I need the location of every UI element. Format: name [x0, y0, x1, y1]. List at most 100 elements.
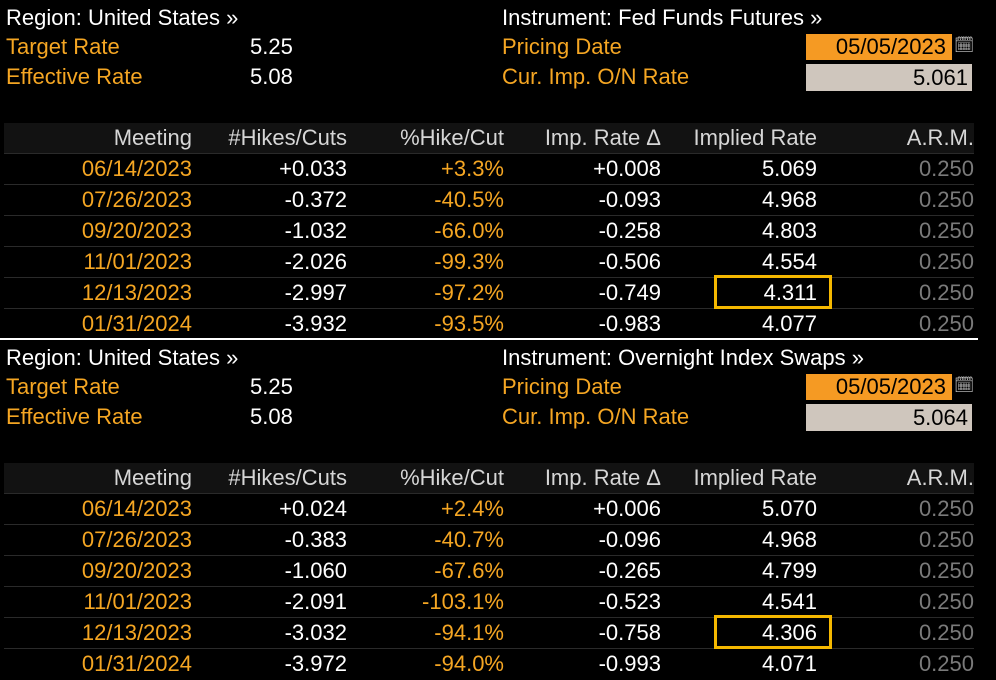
pct-hike-cut-value: -94.0%	[347, 648, 504, 679]
effective-rate-label: Effective Rate	[6, 404, 143, 429]
col-header-pct-hike-cut[interactable]: %Hike/Cut	[347, 463, 504, 494]
pricing-date-field[interactable]: 05/05/2023	[806, 34, 952, 60]
meeting-date: 09/20/2023	[4, 215, 192, 247]
meeting-date: 12/13/2023	[4, 617, 192, 649]
imp-rate-delta-value: -0.506	[504, 246, 661, 278]
hikes-cuts-value: -2.026	[192, 246, 347, 278]
cur-imp-rate-field[interactable]: 5.064	[806, 404, 972, 431]
hikes-cuts-value: +0.024	[192, 493, 347, 525]
arm-value: 0.250	[817, 648, 974, 679]
meeting-date: 11/01/2023	[4, 586, 192, 618]
table-header-row: Meeting #Hikes/Cuts %Hike/Cut Imp. Rate …	[4, 463, 974, 494]
table-row[interactable]: 12/13/2023 -3.032 -94.1% -0.758 4.306 0.…	[4, 615, 974, 649]
table-row[interactable]: 09/20/2023 -1.032 -66.0% -0.258 4.803 0.…	[4, 215, 974, 247]
effective-rate-label: Effective Rate	[6, 64, 143, 89]
implied-rate-value: 4.803	[661, 215, 817, 247]
meeting-date: 07/26/2023	[4, 524, 192, 556]
hikes-cuts-value: -2.091	[192, 586, 347, 618]
target-rate-value: 5.25	[250, 374, 293, 399]
col-header-arm[interactable]: A.R.M.	[817, 463, 974, 494]
region-selector[interactable]: Region: United States »	[6, 5, 239, 30]
table-row[interactable]: 06/14/2023 +0.024 +2.4% +0.006 5.070 0.2…	[4, 493, 974, 525]
meeting-date: 01/31/2024	[4, 308, 192, 339]
meeting-date: 06/14/2023	[4, 493, 192, 525]
target-rate-value: 5.25	[250, 34, 293, 59]
arm-value: 0.250	[817, 617, 974, 649]
col-header-pct-hike-cut[interactable]: %Hike/Cut	[347, 123, 504, 154]
implied-rate-value: 4.554	[661, 246, 817, 278]
table-row[interactable]: 12/13/2023 -2.997 -97.2% -0.749 4.311 0.…	[4, 275, 974, 309]
implied-rate-text: 4.311	[763, 280, 817, 305]
implied-rate-value: 4.968	[661, 184, 817, 216]
effective-rate-value: 5.08	[250, 404, 293, 429]
panel-divider	[0, 338, 978, 341]
table-row[interactable]: 09/20/2023 -1.060 -67.6% -0.265 4.799 0.…	[4, 555, 974, 587]
implied-rate-value: 5.070	[661, 493, 817, 525]
col-header-meeting[interactable]: Meeting	[4, 463, 192, 494]
imp-rate-delta-value: -0.093	[504, 184, 661, 216]
table-row[interactable]: 11/01/2023 -2.026 -99.3% -0.506 4.554 0.…	[4, 246, 974, 278]
meeting-date: 11/01/2023	[4, 246, 192, 278]
pricing-date-field[interactable]: 05/05/2023	[806, 374, 952, 400]
hikes-cuts-value: -3.932	[192, 308, 347, 339]
cur-imp-rate-label: Cur. Imp. O/N Rate	[502, 404, 690, 429]
pct-hike-cut-value: -66.0%	[347, 215, 504, 247]
arm-value: 0.250	[817, 555, 974, 587]
pricing-date-label: Pricing Date	[502, 34, 622, 59]
table-row[interactable]: 06/14/2023 +0.033 +3.3% +0.008 5.069 0.2…	[4, 153, 974, 185]
implied-rate-value: 4.306	[661, 615, 832, 649]
table-row[interactable]: 11/01/2023 -2.091 -103.1% -0.523 4.541 0…	[4, 586, 974, 618]
col-header-hikes-cuts[interactable]: #Hikes/Cuts	[192, 123, 347, 154]
imp-rate-delta-value: -0.983	[504, 308, 661, 339]
pct-hike-cut-value: +2.4%	[347, 493, 504, 525]
imp-rate-delta-value: -0.993	[504, 648, 661, 679]
implied-rate-value: 4.077	[661, 308, 817, 339]
meeting-date: 07/26/2023	[4, 184, 192, 216]
table-row[interactable]: 07/26/2023 -0.383 -40.7% -0.096 4.968 0.…	[4, 524, 974, 556]
target-rate-label: Target Rate	[6, 34, 120, 59]
imp-rate-delta-value: +0.006	[504, 493, 661, 525]
hikes-cuts-value: -3.032	[192, 617, 347, 649]
implied-rate-value: 4.799	[661, 555, 817, 587]
instrument-selector[interactable]: Instrument: Fed Funds Futures »	[502, 5, 823, 30]
arm-value: 0.250	[817, 493, 974, 525]
col-header-implied-rate[interactable]: Implied Rate	[661, 463, 817, 494]
instrument-selector[interactable]: Instrument: Overnight Index Swaps »	[502, 345, 864, 370]
hikes-cuts-value: -1.060	[192, 555, 347, 587]
cur-imp-rate-label: Cur. Imp. O/N Rate	[502, 64, 690, 89]
effective-rate-value: 5.08	[250, 64, 293, 89]
calendar-icon[interactable]: 🗓	[954, 377, 975, 394]
pct-hike-cut-value: +3.3%	[347, 153, 504, 185]
table-row[interactable]: 01/31/2024 -3.932 -93.5% -0.983 4.077 0.…	[4, 308, 974, 339]
table-header-row: Meeting #Hikes/Cuts %Hike/Cut Imp. Rate …	[4, 123, 974, 154]
arm-value: 0.250	[817, 308, 974, 339]
col-header-imp-rate-delta[interactable]: Imp. Rate Δ	[504, 463, 661, 494]
col-header-meeting[interactable]: Meeting	[4, 123, 192, 154]
arm-value: 0.250	[817, 153, 974, 185]
pct-hike-cut-value: -99.3%	[347, 246, 504, 278]
arm-value: 0.250	[817, 215, 974, 247]
col-header-imp-rate-delta[interactable]: Imp. Rate Δ	[504, 123, 661, 154]
implied-rate-text: 4.306	[761, 620, 817, 645]
col-header-arm[interactable]: A.R.M.	[817, 123, 974, 154]
fed-funds-futures-panel: Region: United States » Instrument: Fed …	[0, 0, 978, 340]
imp-rate-delta-value: -0.265	[504, 555, 661, 587]
implied-rate-value: 4.071	[661, 648, 817, 679]
cur-imp-rate-field[interactable]: 5.061	[806, 64, 972, 91]
implied-rate-table: Meeting #Hikes/Cuts %Hike/Cut Imp. Rate …	[4, 123, 974, 339]
col-header-implied-rate[interactable]: Implied Rate	[661, 123, 817, 154]
pct-hike-cut-value: -97.2%	[347, 277, 504, 309]
implied-rate-value: 5.069	[661, 153, 817, 185]
region-selector[interactable]: Region: United States »	[6, 345, 239, 370]
pct-hike-cut-value: -103.1%	[347, 586, 504, 618]
pct-hike-cut-value: -40.7%	[347, 524, 504, 556]
implied-rate-value: 4.541	[661, 586, 817, 618]
table-row[interactable]: 01/31/2024 -3.972 -94.0% -0.993 4.071 0.…	[4, 648, 974, 679]
hikes-cuts-value: -0.383	[192, 524, 347, 556]
col-header-hikes-cuts[interactable]: #Hikes/Cuts	[192, 463, 347, 494]
meeting-date: 06/14/2023	[4, 153, 192, 185]
calendar-icon[interactable]: 🗓	[954, 37, 975, 54]
pct-hike-cut-value: -67.6%	[347, 555, 504, 587]
table-row[interactable]: 07/26/2023 -0.372 -40.5% -0.093 4.968 0.…	[4, 184, 974, 216]
imp-rate-delta-value: -0.749	[504, 277, 661, 309]
